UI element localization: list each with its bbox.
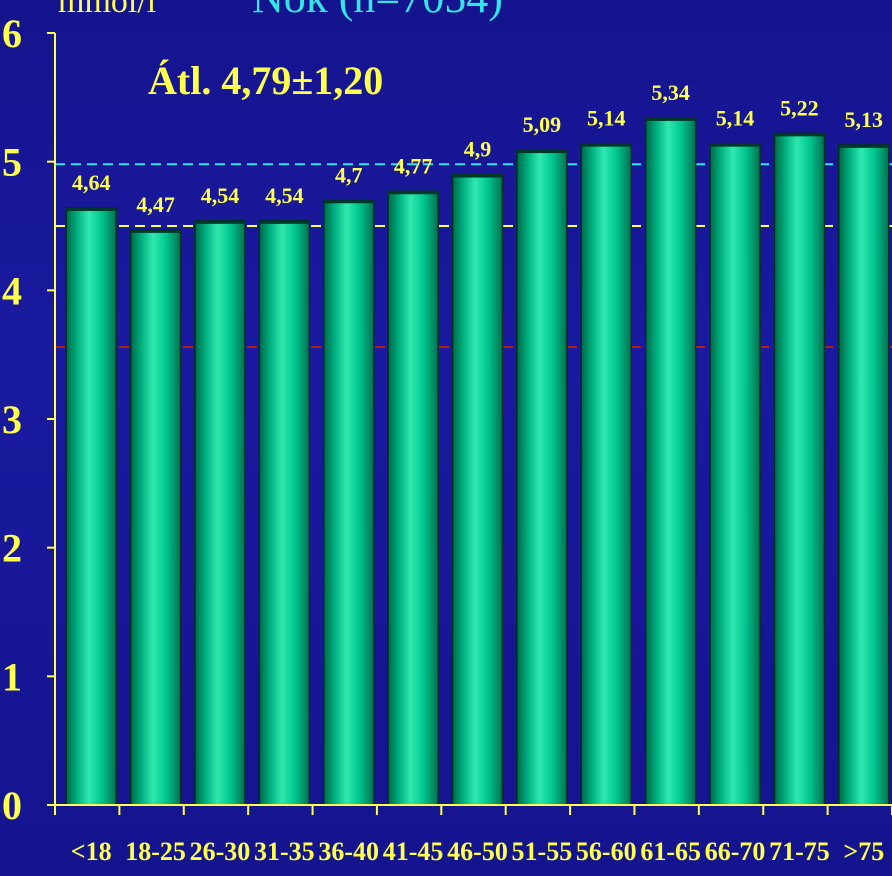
x-tick-label->75: >75 [843, 837, 884, 866]
x-tick-label-18-25: 18-25 [125, 837, 186, 866]
bar-cap-36-40 [323, 200, 374, 204]
y-tick-label-0: 0 [2, 783, 22, 828]
data-label-<18: 4,64 [72, 170, 111, 195]
x-tick-label-41-45: 41-45 [383, 837, 444, 866]
x-tick-label-51-55: 51-55 [512, 837, 573, 866]
bar-cap-61-65 [645, 117, 696, 121]
y-tick-label-6: 6 [2, 11, 22, 56]
bar-36-40 [322, 199, 375, 806]
x-tick-label-<18: <18 [71, 837, 112, 866]
bar-56-60 [580, 142, 633, 806]
data-label-31-35: 4,54 [265, 183, 304, 208]
bar-<18 [65, 207, 117, 806]
data-label-26-30: 4,54 [201, 183, 240, 208]
chart-subtitle: Átl. 4,79±1,20 [148, 58, 383, 103]
x-tick-label-56-60: 56-60 [576, 837, 637, 866]
bar-51-55 [516, 149, 568, 806]
data-label-71-75: 5,22 [780, 95, 819, 120]
data-label-56-60: 5,14 [587, 106, 626, 131]
x-tick-label-71-75: 71-75 [769, 837, 830, 866]
y-tick-label-5: 5 [2, 140, 22, 185]
bar-41-45 [387, 190, 439, 806]
x-tick-label-66-70: 66-70 [705, 837, 766, 866]
y-tick-label-1: 1 [2, 654, 22, 699]
data-label-41-45: 4,77 [394, 153, 433, 178]
x-tick-labels: <18 18-25 26-30 31-35 36-40 41-45 46-50 51-55 56… [71, 837, 884, 866]
y-tick-label-2: 2 [2, 526, 22, 571]
data-label->75: 5,13 [845, 107, 884, 132]
y-tick-labels: 0 1 2 3 4 5 6 [2, 11, 22, 828]
bar-31-35 [258, 220, 311, 806]
bar-66-70 [709, 142, 761, 806]
bar-cap-31-35 [259, 220, 310, 224]
bar-cap-18-25 [130, 229, 181, 233]
bars-group [65, 117, 890, 806]
bar-cap->75 [838, 144, 889, 148]
bar-46-50 [451, 173, 504, 806]
data-label-61-65: 5,34 [651, 80, 690, 105]
bar-cap-41-45 [388, 191, 439, 195]
bar-71-75 [773, 132, 826, 806]
x-tick-label-61-65: 61-65 [640, 837, 701, 866]
bar-cap-<18 [66, 207, 117, 211]
bar->75 [838, 144, 890, 806]
chart-title: Nők (n=7054) [252, 0, 503, 22]
y-axis-unit-label: mmol/l [58, 0, 156, 20]
x-tick-label-26-30: 26-30 [190, 837, 251, 866]
data-label-36-40: 4,7 [335, 162, 363, 187]
bar-cap-46-50 [452, 174, 503, 178]
x-tick-label-36-40: 36-40 [318, 837, 379, 866]
bar-18-25 [129, 229, 182, 806]
data-label-46-50: 4,9 [464, 137, 492, 162]
data-labels-group: 4,64 4,47 4,54 4,54 4,7 4,77 4,9 5,09 5,14 5,34 5,… [72, 80, 883, 217]
data-label-18-25: 4,47 [136, 192, 175, 217]
bar-cap-26-30 [194, 220, 245, 224]
bar-cap-71-75 [774, 133, 825, 137]
bar-cap-66-70 [710, 143, 761, 147]
y-tick-label-4: 4 [2, 268, 22, 313]
x-tick-label-46-50: 46-50 [447, 837, 508, 866]
data-label-66-70: 5,14 [716, 106, 755, 131]
bar-26-30 [194, 220, 246, 806]
y-tick-label-3: 3 [2, 397, 22, 442]
bar-61-65 [644, 117, 697, 806]
data-label-51-55: 5,09 [523, 112, 562, 137]
bar-cap-51-55 [516, 150, 567, 154]
bar-cap-56-60 [581, 143, 632, 147]
axes-group [47, 32, 892, 815]
x-tick-label-31-35: 31-35 [254, 837, 315, 866]
